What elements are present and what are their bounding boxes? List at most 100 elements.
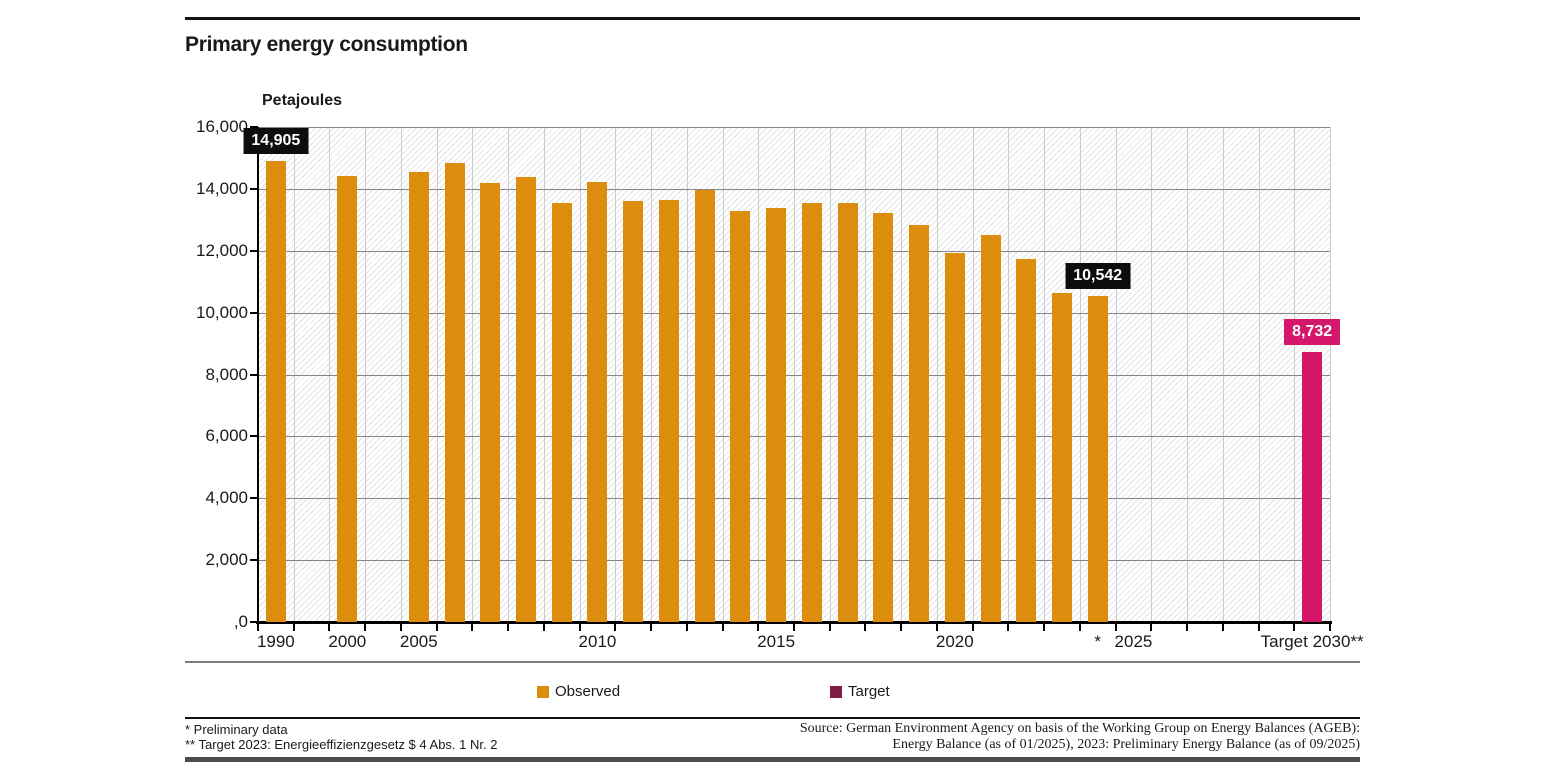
plot-area: 14,905 10,542 8,732 <box>243 126 1341 631</box>
target-swatch-icon <box>830 685 842 698</box>
x-axis-tick-labels: 1990 2000 2005 2010 2015 2020 * 2025 Target 2030… <box>256 632 1364 656</box>
bar-1990 <box>265 160 286 622</box>
bar-2015 <box>766 207 787 622</box>
horizontal-gridline <box>258 374 1330 376</box>
footnotes: * Preliminary data ** Target 2023: Energ… <box>185 722 497 752</box>
legend-item-observed: Observed <box>537 683 620 700</box>
x-axis-tick <box>1007 623 1010 631</box>
x-tick-label--: * <box>1094 632 1102 651</box>
y-axis-tick <box>250 373 258 376</box>
vertical-gridline <box>1330 127 1331 622</box>
bar-2000 <box>337 176 358 622</box>
x-axis-tick <box>757 623 760 631</box>
x-tick-label-1990: 1990 <box>256 632 295 651</box>
data-label-14905: 14,905 <box>243 127 309 154</box>
x-axis-tick <box>1078 623 1081 631</box>
legend-label-observed: Observed <box>555 683 621 700</box>
x-axis-tick <box>1221 623 1224 631</box>
bar-2022 <box>1016 259 1037 622</box>
y-axis-tick <box>250 435 258 438</box>
x-tick-label-2020: 2020 <box>935 632 974 651</box>
bar-2016 <box>801 202 822 622</box>
y-tick-label: ,0 <box>233 612 248 631</box>
horizontal-gridline <box>258 498 1330 500</box>
bar-2007 <box>480 182 501 622</box>
x-axis-tick <box>1257 623 1260 631</box>
x-axis-tick <box>1293 623 1296 631</box>
top-rule <box>185 17 1360 20</box>
x-tick-label-2005: 2005 <box>399 632 438 651</box>
x-tick-label-2025: 2025 <box>1114 632 1153 651</box>
y-tick-label: 4,000 <box>205 488 248 508</box>
bar-2008 <box>516 177 536 622</box>
x-axis-tick <box>935 623 938 631</box>
y-tick-label: 8,000 <box>205 364 248 384</box>
data-label-8732: 8,732 <box>1284 318 1341 345</box>
bar-2010 <box>587 182 608 622</box>
horizontal-gridline <box>258 127 1330 128</box>
y-axis-line <box>257 127 259 623</box>
horizontal-gridline <box>258 436 1330 438</box>
y-axis-tick <box>250 126 258 128</box>
y-axis-tick <box>250 497 258 500</box>
x-axis-tick <box>1329 623 1331 631</box>
y-axis-tick <box>250 187 258 190</box>
x-tick-label-2000: 2000 <box>328 632 367 651</box>
x-axis-tick <box>399 623 402 631</box>
source-line-2: Energy Balance (as of 01/2025), 2023: Pr… <box>892 737 1360 752</box>
x-axis-tick <box>828 623 831 631</box>
x-axis-tick <box>507 623 510 631</box>
bar-2014 <box>730 211 751 622</box>
footer-rule <box>185 717 1360 719</box>
y-axis-tick <box>250 621 258 623</box>
y-tick-label: 6,000 <box>205 426 248 446</box>
bar-2005 <box>408 171 429 622</box>
y-axis-tick <box>250 249 258 252</box>
legend-item-target: Target <box>830 683 890 700</box>
x-axis-tick <box>685 623 688 631</box>
y-axis-tick-labels: 16,000 14,000 12,000 10,000 8,000 6,000 4,000 2… <box>150 118 248 631</box>
horizontal-gridline <box>258 188 1330 190</box>
x-tick-label-2010: 2010 <box>578 632 617 651</box>
x-axis-tick <box>1186 623 1189 631</box>
bar-2019 <box>909 225 930 622</box>
x-tick-label-target-2030-: Target 2030** <box>1260 632 1364 651</box>
footnote-target-law: ** Target 2023: Energieeffizienzgesetz $… <box>185 737 498 752</box>
x-axis-tick <box>1114 623 1117 631</box>
bar-2009 <box>551 203 572 622</box>
x-axis-line <box>256 621 1332 624</box>
x-axis-tick <box>257 623 259 631</box>
x-axis-tick <box>721 623 724 631</box>
bar-2013 <box>694 190 715 622</box>
x-tick-label-2015: 2015 <box>757 632 796 651</box>
x-axis-tick <box>650 623 653 631</box>
data-label-10542: 10,542 <box>1065 262 1131 289</box>
bar-2017 <box>837 202 858 622</box>
bar-2020 <box>944 252 965 622</box>
horizontal-gridline <box>258 250 1330 252</box>
y-tick-label: 2,000 <box>205 550 248 570</box>
y-tick-label: 14,000 <box>196 178 248 198</box>
x-axis-tick <box>1043 623 1046 631</box>
x-axis-tick <box>1150 623 1153 631</box>
y-tick-label: 10,000 <box>196 302 248 322</box>
legend-label-target: Target <box>848 683 890 700</box>
footnote-preliminary: * Preliminary data <box>185 722 288 737</box>
x-axis-tick <box>292 623 295 631</box>
bar-2023 <box>1052 292 1072 622</box>
bar-2006 <box>444 162 465 622</box>
x-axis-tick <box>328 623 331 631</box>
bottom-rule <box>185 757 1360 762</box>
page-title: Primary energy consumption <box>185 33 468 56</box>
bar-target-2030 <box>1302 351 1323 622</box>
horizontal-gridline <box>258 560 1330 562</box>
source-attribution: Source: German Environment Agency on bas… <box>800 721 1360 753</box>
x-axis-tick <box>900 623 903 631</box>
x-axis-tick <box>793 623 795 631</box>
horizontal-gridline <box>258 312 1330 314</box>
mid-rule <box>185 661 1360 663</box>
bar-2018 <box>873 213 894 622</box>
y-axis-unit-label: Petajoules <box>262 92 343 109</box>
y-tick-label: 16,000 <box>196 117 248 136</box>
